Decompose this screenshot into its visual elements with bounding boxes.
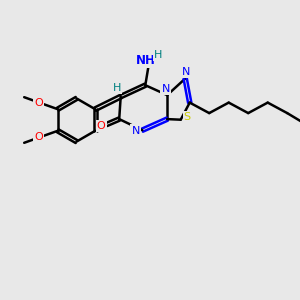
Text: N: N [161, 83, 170, 94]
Text: N: N [182, 67, 190, 77]
Text: H: H [113, 83, 121, 93]
Text: S: S [184, 112, 191, 122]
Text: O: O [34, 98, 43, 108]
Text: N: N [131, 125, 140, 136]
Text: O: O [34, 132, 43, 142]
Text: NH: NH [136, 54, 156, 67]
Text: O: O [97, 121, 106, 131]
Text: H: H [154, 50, 162, 60]
